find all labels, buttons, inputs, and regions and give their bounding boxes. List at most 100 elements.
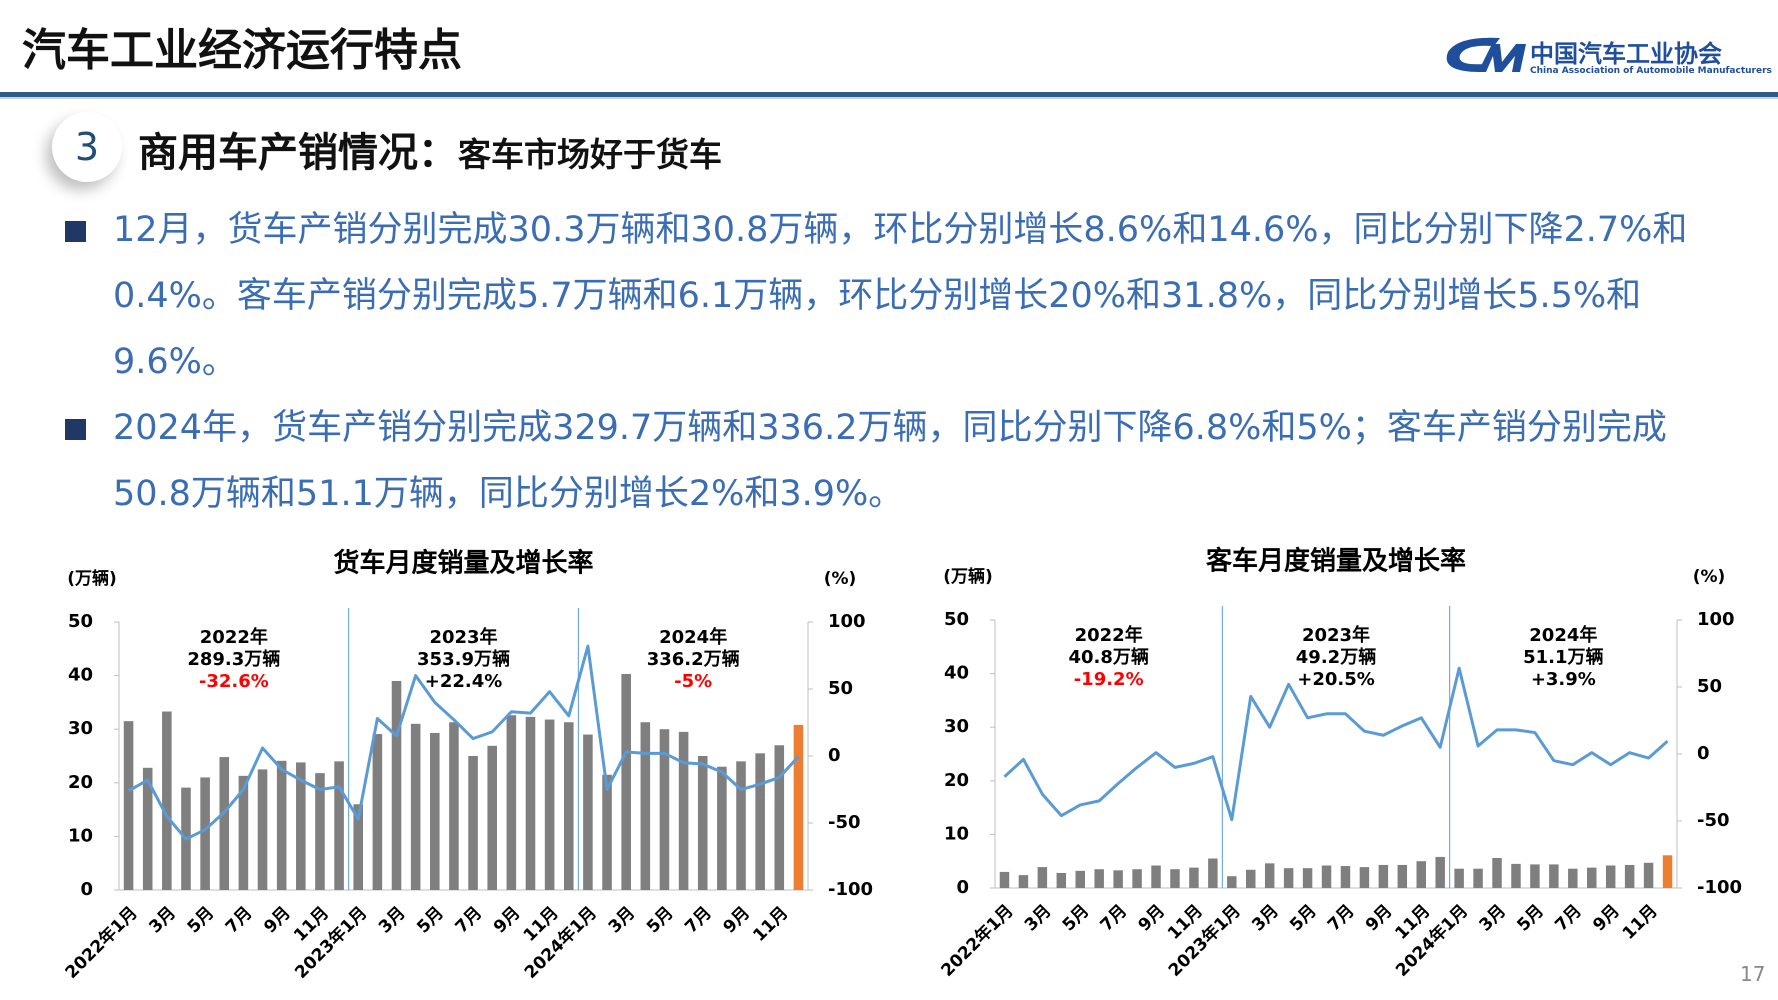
bar: [1359, 867, 1370, 888]
growth-line: [1003, 666, 1669, 822]
bar: [1435, 856, 1445, 888]
y-tick-label: 50: [944, 609, 969, 630]
x-tick-label: 7月: [681, 903, 716, 938]
year-label: 2023年: [1302, 624, 1370, 646]
bar: [1189, 867, 1199, 888]
bar: [678, 731, 689, 890]
bar: [525, 716, 536, 890]
bullet-text: 2024年，货车产销分别完成329.7万辆和336.2万辆，同比分别下降6.8%…: [113, 408, 1667, 514]
year-label: 2024年: [659, 626, 727, 648]
year-growth: -19.2%: [1074, 669, 1144, 690]
year-total: 353.9万辆: [417, 648, 510, 670]
bar: [1416, 861, 1426, 888]
year-total: 51.1万辆: [1523, 646, 1603, 668]
y-tick-label: 40: [944, 663, 969, 684]
year-total: 49.2万辆: [1296, 646, 1376, 668]
year-growth: -5%: [674, 671, 712, 692]
year-label: 2022年: [1075, 624, 1143, 646]
bar: [999, 871, 1010, 888]
year-growth: +3.9%: [1531, 669, 1596, 690]
bar: [430, 732, 440, 890]
bar: [353, 804, 364, 890]
y2-tick-label: -50: [1697, 810, 1730, 831]
bar: [1283, 868, 1294, 888]
y2-tick-label: -100: [828, 879, 873, 900]
x-tick-label: 7月: [222, 903, 257, 938]
bar: [1264, 863, 1275, 888]
bullet: 12月，货车产销分别完成30.3万辆和30.8万辆，环比分别增长8.6%和14.…: [65, 197, 1723, 395]
bar: [1378, 864, 1389, 888]
bar: [1227, 876, 1237, 888]
bullet: 2024年，货车产销分别完成329.7万辆和336.2万辆，同比分别下降6.8%…: [65, 395, 1723, 527]
bar: [1568, 868, 1578, 888]
y-tick-label: 20: [944, 770, 969, 791]
bullet-marker: [65, 221, 86, 242]
logo-c: [1446, 37, 1500, 72]
year-total: 40.8万辆: [1068, 646, 1148, 668]
bar: [1094, 869, 1104, 888]
bar: [1587, 867, 1597, 888]
bar: [1492, 857, 1502, 888]
bar: [1473, 868, 1483, 888]
y-tick-label: 0: [80, 879, 93, 900]
bar: [717, 766, 727, 890]
y-tick-label: 30: [944, 716, 969, 737]
x-tick-label: 5月: [184, 903, 219, 938]
year-total: 289.3万辆: [187, 648, 280, 670]
x-tick-label: 5月: [413, 903, 448, 938]
x-tick-label: 5月: [1513, 901, 1548, 936]
y2-tick-label: 50: [1697, 676, 1722, 697]
x-tick-label: 3月: [1021, 901, 1056, 936]
bar: [276, 760, 287, 890]
page-title: 汽车工业经济运行特点: [22, 25, 462, 76]
bar: [1321, 865, 1332, 888]
bar: [219, 757, 230, 890]
bar: [1549, 864, 1559, 888]
x-tick-label: 5月: [1059, 901, 1094, 936]
x-tick-label: 3月: [145, 903, 180, 938]
bar: [1113, 870, 1123, 888]
logo-mark: [1446, 37, 1526, 72]
y-tick-label: 10: [944, 823, 969, 844]
bar: [1075, 870, 1085, 888]
bar: [1037, 867, 1048, 888]
year-growth: -32.6%: [199, 671, 269, 692]
bar: [621, 673, 631, 890]
section-heading: 商用车产销情况：客车市场好于货车: [138, 120, 722, 178]
bar: [162, 711, 172, 890]
bar: [1605, 865, 1616, 888]
y-tick-label: 20: [68, 772, 93, 793]
y-axis-label: (万辆): [943, 566, 993, 587]
year-label: 2024年: [1529, 624, 1597, 646]
year-total: 336.2万辆: [647, 648, 740, 670]
bar: [200, 777, 210, 890]
y-axis-label: (万辆): [67, 568, 117, 589]
year-label: 2022年: [200, 626, 268, 648]
x-tick-label: 2022年1月: [937, 900, 1018, 981]
bar: [1246, 869, 1256, 888]
x-tick-label: 5月: [643, 903, 678, 938]
bar: [449, 722, 459, 890]
x-tick-label: 3月: [1248, 901, 1283, 936]
x-tick-label: 7月: [1324, 901, 1359, 936]
y2-tick-label: -100: [1697, 877, 1742, 898]
bar: [487, 745, 497, 890]
bar: [1530, 864, 1540, 888]
logo-name: 中国汽车工业协会: [1530, 40, 1722, 68]
bar: [1018, 875, 1029, 888]
x-tick-label: 2022年1月: [61, 902, 142, 983]
x-tick-label: 7月: [452, 903, 487, 938]
bar: [142, 767, 153, 890]
chart-title: 货车月度销量及增长率: [333, 548, 593, 579]
chart-title: 客车月度销量及增长率: [1206, 546, 1466, 577]
y-tick-label: 30: [68, 718, 93, 739]
y-tick-label: 10: [68, 825, 93, 846]
bar: [1662, 855, 1673, 888]
x-tick-label: 7月: [1097, 901, 1132, 936]
y2-axis-label: (%): [1693, 567, 1726, 587]
y2-tick-label: 0: [1697, 743, 1710, 764]
bar: [468, 756, 478, 890]
year-label: 2023年: [429, 626, 497, 648]
